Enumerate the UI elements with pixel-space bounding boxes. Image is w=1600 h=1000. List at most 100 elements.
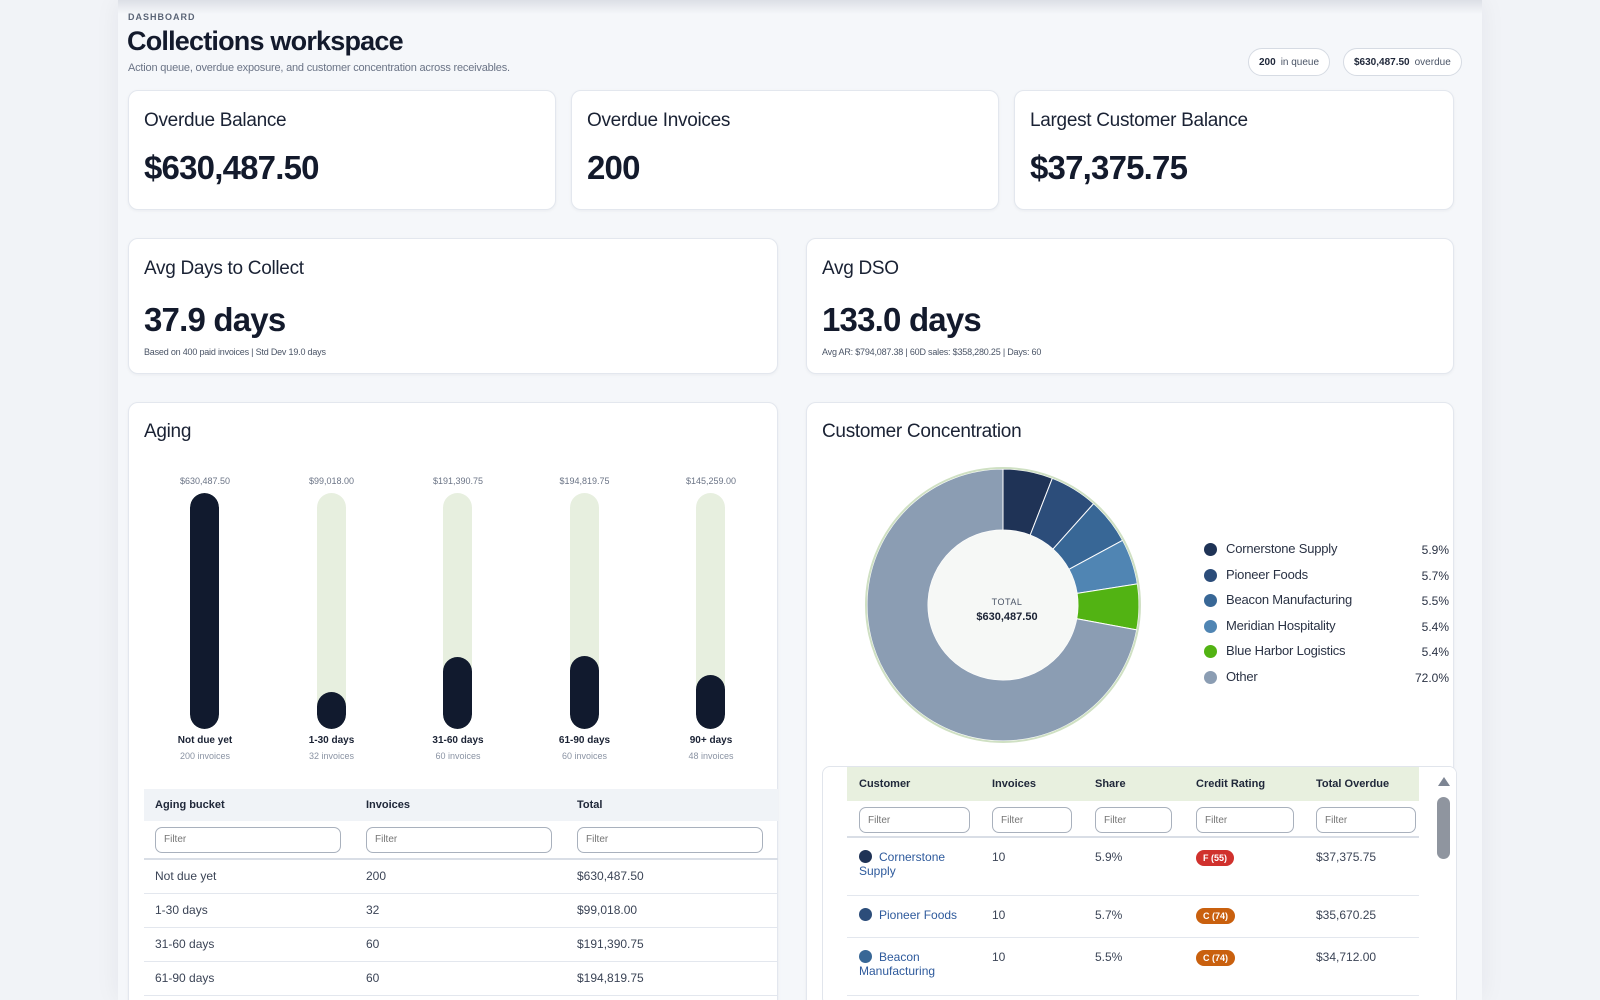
cell-invoices: 32 [355,893,566,928]
cell-total: $99,018.00 [566,893,778,928]
customer-table: Customer Invoices Share Credit Rating To… [847,767,1419,996]
customer-link[interactable]: Pioneer Foods [879,907,958,922]
kpi-overdue-balance: Overdue Balance $630,487.50 [128,90,556,210]
bar-value-label: $194,819.75 [559,476,610,486]
kpi-note: Avg AR: $794,087.38 | 60D sales: $358,28… [822,347,1042,357]
cell-credit-rating: C (74) [1184,937,1304,996]
filter-customer-input[interactable] [859,807,970,833]
kpi-value: 37.9 days [144,301,286,338]
kpi-overdue-invoices: Overdue Invoices 200 [571,90,999,210]
kpi-title: Avg DSO [822,258,899,279]
column-header-total[interactable]: Total [566,789,778,821]
table-row[interactable]: Cornerstone Supply 10 5.9% F (55) $37,375… [847,837,1419,896]
filter-rating-input[interactable] [1196,807,1294,833]
table-row[interactable]: Pioneer Foods 10 5.7% C (74) $35,670.25 [847,895,1419,938]
column-header-invoices[interactable]: Invoices [355,789,566,821]
kpi-title: Avg Days to Collect [144,258,304,279]
kpi-value: $37,375.75 [1030,149,1188,186]
bar-count-label: 200 invoices [179,751,231,761]
cell-share: 5.5% [1083,937,1184,996]
table-row[interactable]: Not due yet 200 $630,487.50 [144,859,778,894]
cell-bucket: Not due yet [144,859,355,894]
legend-label: Meridian Hospitality [1226,617,1336,633]
customer-link[interactable]: Supply [859,864,896,878]
kpi-value: 133.0 days [822,301,982,338]
legend-item[interactable]: Beacon Manufacturing 5.5% [1204,590,1449,616]
donut-center-value: $630,487.50 [976,611,1038,623]
cell-total: $191,390.75 [566,927,778,962]
legend-item[interactable]: Pioneer Foods 5.7% [1204,565,1449,591]
filter-total-input[interactable] [577,826,763,853]
table-row[interactable]: 31-60 days 60 $191,390.75 [144,927,778,962]
filter-total-input[interactable] [1316,807,1416,833]
breadcrumb: DASHBOARD [128,12,196,22]
legend-item[interactable]: Blue Harbor Logistics 5.4% [1204,641,1449,667]
overdue-amount: $630,487.50 [1354,56,1410,68]
legend-swatch [1204,645,1217,658]
kpi-title: Overdue Balance [144,110,287,131]
workspace: DASHBOARD Collections workspace Action q… [118,0,1482,1000]
table-row[interactable]: 61-90 days 60 $194,819.75 [144,961,778,996]
bar-count-label: 32 invoices [308,751,355,761]
kpi-avg-days: Avg Days to Collect 37.9 days Based on 4… [128,238,778,374]
cell-total-overdue: $35,670.25 [1304,895,1419,938]
legend-item[interactable]: Cornerstone Supply 5.9% [1204,539,1449,565]
table-row[interactable]: 1-30 days 32 $99,018.00 [144,893,778,928]
column-header-total-overdue[interactable]: Total Overdue [1304,767,1419,801]
customer-link[interactable]: Manufacturing [859,963,936,978]
kpi-value: 200 [587,149,640,186]
column-header-bucket[interactable]: Aging bucket [144,789,355,821]
cell-invoices: 60 [355,961,566,996]
bar-track [696,493,725,729]
vertical-scrollbar[interactable] [1432,767,1456,1000]
concentration-panel: Customer Concentration TOTAL $630,487.50… [806,402,1457,1000]
credit-rating-badge: C (74) [1196,949,1236,966]
bar-track [443,493,472,729]
bar-track [190,493,219,729]
legend-item[interactable]: Other 72.0% [1204,667,1449,693]
cell-invoices: 10 [980,895,1083,938]
legend-swatch [1204,568,1217,582]
legend-label: Blue Harbor Logistics [1226,643,1346,658]
column-header-customer[interactable]: Customer [847,767,980,801]
scroll-up-arrow-icon[interactable] [1438,777,1450,786]
column-header-share[interactable]: Share [1083,767,1184,801]
bar-fill [696,674,725,729]
legend-item[interactable]: Meridian Hospitality 5.4% [1204,616,1449,642]
aging-table: Aging bucket Invoices Total Not due yet … [144,789,778,996]
concentration-legend: Cornerstone Supply 5.9% Pioneer Foods 5.7% B… [1204,539,1449,692]
filter-bucket-input[interactable] [155,826,341,853]
bar-category-label: 31-60 days [432,735,484,746]
filter-invoices-input[interactable] [366,826,552,853]
scroll-thumb[interactable] [1437,797,1450,859]
kpi-value: $630,487.50 [144,149,320,186]
kpi-note: Based on 400 paid invoices | Std Dev 19.… [144,347,326,357]
filter-invoices-input[interactable] [992,807,1072,833]
legend-swatch [1204,619,1217,633]
customer-link[interactable]: Cornerstone [879,850,946,864]
cell-bucket: 61-90 days [144,961,355,996]
queue-pill[interactable]: 200 in queue [1248,48,1331,76]
credit-rating-badge: C (74) [1196,907,1236,924]
kpi-avg-dso: Avg DSO 133.0 days Avg AR: $794,087.38 |… [806,238,1454,374]
bar-value-label: $145,259.00 [685,476,737,486]
cell-bucket: 1-30 days [144,893,355,928]
cell-customer: Beacon Manufacturing [847,937,980,996]
legend-percent: 5.5% [1421,594,1449,608]
column-header-credit-rating[interactable]: Credit Rating [1184,767,1304,801]
legend-percent: 72.0% [1414,670,1449,685]
bar-category-label: Not due yet [177,735,233,746]
legend-percent: 5.4% [1421,619,1449,634]
bar-category-label: 1-30 days [308,735,355,746]
page-subtitle: Action queue, overdue exposure, and cust… [128,62,510,74]
customer-color-dot [859,949,872,963]
concentration-title: Customer Concentration [822,421,1022,442]
bar-count-label: 60 invoices [435,751,481,761]
column-header-invoices[interactable]: Invoices [980,767,1083,801]
cell-invoices: 60 [355,927,566,962]
customer-link[interactable]: Beacon [879,949,920,964]
table-row[interactable]: Beacon Manufacturing 10 5.5% C (74) $34,7… [847,937,1419,996]
legend-swatch [1204,594,1217,607]
filter-share-input[interactable] [1095,807,1172,833]
overdue-pill[interactable]: $630,487.50 overdue [1343,48,1462,76]
